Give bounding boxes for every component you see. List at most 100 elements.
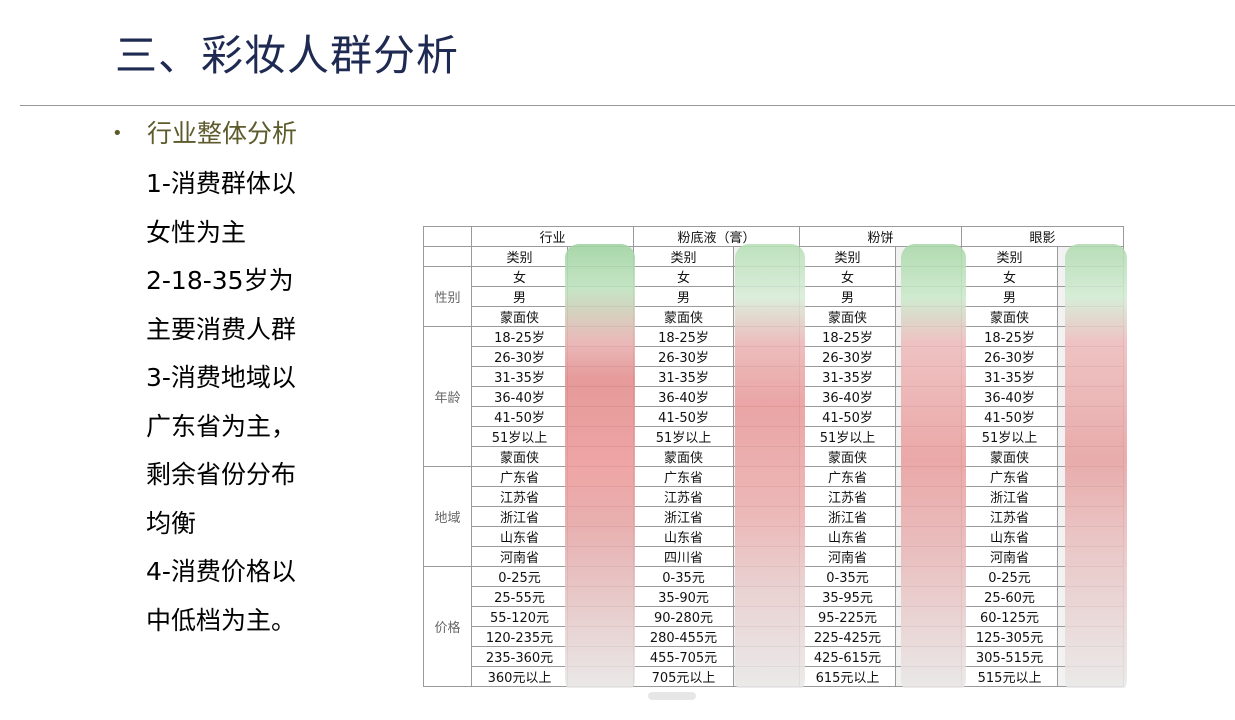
- category-cell: 36-40岁: [633, 386, 735, 407]
- analysis-line: 2-18-35岁为: [146, 266, 294, 295]
- category-cell: 广东省: [633, 466, 735, 487]
- category-cell: 36-40岁: [471, 386, 568, 407]
- category-cell: 男: [471, 286, 568, 307]
- category-cell: 山东省: [961, 526, 1059, 547]
- analysis-line: 主要消费人群: [146, 314, 297, 344]
- category-cell: 51岁以上: [633, 426, 735, 447]
- category-cell: 55-120元: [471, 606, 568, 627]
- category-cell: 41-50岁: [961, 406, 1059, 427]
- category-cell: 425-615元: [799, 646, 897, 667]
- category-cell: 25-55元: [471, 586, 568, 607]
- category-cell: 蒙面侠: [961, 306, 1059, 327]
- category-cell: 35-90元: [633, 586, 735, 607]
- category-cell: 广东省: [799, 466, 897, 487]
- header-corner-cell: [423, 246, 472, 267]
- category-cell: 男: [961, 286, 1059, 307]
- category-cell: 蒙面侠: [961, 446, 1059, 467]
- category-cell: 0-25元: [471, 566, 568, 587]
- category-cell: 蒙面侠: [799, 306, 897, 327]
- category-cell: 浙江省: [633, 506, 735, 527]
- category-cell: 0-25元: [961, 566, 1059, 587]
- analysis-text: 1-消费群体以 女性为主 2-18-35岁为 主要消费人群 3-消费地域以 广东…: [146, 160, 296, 645]
- category-cell: 浙江省: [799, 506, 897, 527]
- category-cell: 四川省: [633, 546, 735, 567]
- section-label-cell: 价格: [423, 566, 472, 687]
- category-cell: 18-25岁: [633, 326, 735, 347]
- category-cell: 455-705元: [633, 646, 735, 667]
- category-cell: 51岁以上: [799, 426, 897, 447]
- audience-analysis-table: 行业 粉底液（膏） 粉饼 眼影 类别 类别 类别 类别 性别女女女女男男男男蒙面侠 蒙面侠 蒙面侠蒙…: [423, 226, 1128, 688]
- table-header-row: 行业 粉底液（膏） 粉饼 眼影: [423, 226, 1125, 247]
- subheader-cell: 类别: [471, 246, 568, 267]
- category-cell: 305-515元: [961, 646, 1059, 667]
- category-cell: 95-225元: [799, 606, 897, 627]
- header-corner-cell: [423, 226, 472, 247]
- category-cell: 男: [633, 286, 735, 307]
- category-cell: 蒙面侠: [799, 446, 897, 467]
- analysis-line: 3-消费地域以: [146, 363, 296, 392]
- category-cell: 浙江省: [471, 506, 568, 527]
- category-cell: 26-30岁: [471, 346, 568, 367]
- analysis-line: 均衡: [146, 508, 197, 538]
- analysis-line: 4-消费价格以: [146, 557, 296, 586]
- category-cell: 江苏省: [799, 486, 897, 507]
- category-cell: 0-35元: [633, 566, 735, 587]
- category-cell: 515元以上: [961, 666, 1059, 687]
- category-cell: 江苏省: [633, 486, 735, 507]
- category-cell: 广东省: [471, 466, 568, 487]
- category-cell: 41-50岁: [471, 406, 568, 427]
- subheader-cell: 类别: [961, 246, 1059, 267]
- category-cell: 女: [961, 266, 1059, 287]
- category-cell: 41-50岁: [633, 406, 735, 427]
- subheader-cell: 类别: [633, 246, 735, 267]
- category-cell: 360元以上: [471, 666, 568, 687]
- category-cell: 18-25岁: [961, 326, 1059, 347]
- category-cell: 41-50岁: [799, 406, 897, 427]
- category-cell: 615元以上: [799, 666, 897, 687]
- pixelated-values-column: [901, 244, 966, 688]
- category-cell: 河南省: [471, 546, 568, 567]
- title-divider: [20, 105, 1235, 106]
- category-cell: 山东省: [633, 526, 735, 547]
- footer-mark: [648, 692, 696, 700]
- analysis-line: 中低档为主。: [146, 605, 297, 635]
- pixelated-values-column: [1065, 244, 1127, 688]
- category-cell: 51岁以上: [961, 426, 1059, 447]
- category-cell: 0-35元: [799, 566, 897, 587]
- category-cell: 山东省: [799, 526, 897, 547]
- analysis-line: 广东省为主，: [146, 411, 297, 441]
- category-cell: 31-35岁: [961, 366, 1059, 387]
- category-cell: 280-455元: [633, 626, 735, 647]
- category-cell: 男: [799, 286, 897, 307]
- category-cell: 蒙面侠: [633, 446, 735, 467]
- category-cell: 25-60元: [961, 586, 1059, 607]
- category-cell: 18-25岁: [471, 326, 568, 347]
- page-title: 三、彩妆人群分析: [115, 31, 460, 80]
- pixelated-values-column: [565, 244, 635, 688]
- section-label-cell: 年龄: [423, 326, 472, 467]
- category-cell: 河南省: [961, 546, 1059, 567]
- category-cell: 60-125元: [961, 606, 1059, 627]
- category-cell: 26-30岁: [961, 346, 1059, 367]
- analysis-line: 女性为主: [146, 217, 247, 247]
- pixelated-values-column: [735, 244, 805, 688]
- category-cell: 36-40岁: [799, 386, 897, 407]
- category-cell: 31-35岁: [471, 366, 568, 387]
- category-cell: 35-95元: [799, 586, 897, 607]
- category-cell: 120-235元: [471, 626, 568, 647]
- analysis-line: 剩余省份分布: [146, 460, 297, 489]
- section-label-cell: 性别: [423, 266, 472, 327]
- category-cell: 125-305元: [961, 626, 1059, 647]
- category-cell: 女: [633, 266, 735, 287]
- category-cell: 90-280元: [633, 606, 735, 627]
- category-cell: 235-360元: [471, 646, 568, 667]
- category-cell: 蒙面侠: [471, 306, 568, 327]
- category-cell: 蒙面侠: [471, 446, 568, 467]
- category-cell: 广东省: [961, 466, 1059, 487]
- category-cell: 山东省: [471, 526, 568, 547]
- category-cell: 31-35岁: [799, 366, 897, 387]
- category-cell: 江苏省: [961, 506, 1059, 527]
- category-cell: 26-30岁: [799, 346, 897, 367]
- analysis-line: 1-消费群体以: [146, 169, 296, 198]
- category-cell: 225-425元: [799, 626, 897, 647]
